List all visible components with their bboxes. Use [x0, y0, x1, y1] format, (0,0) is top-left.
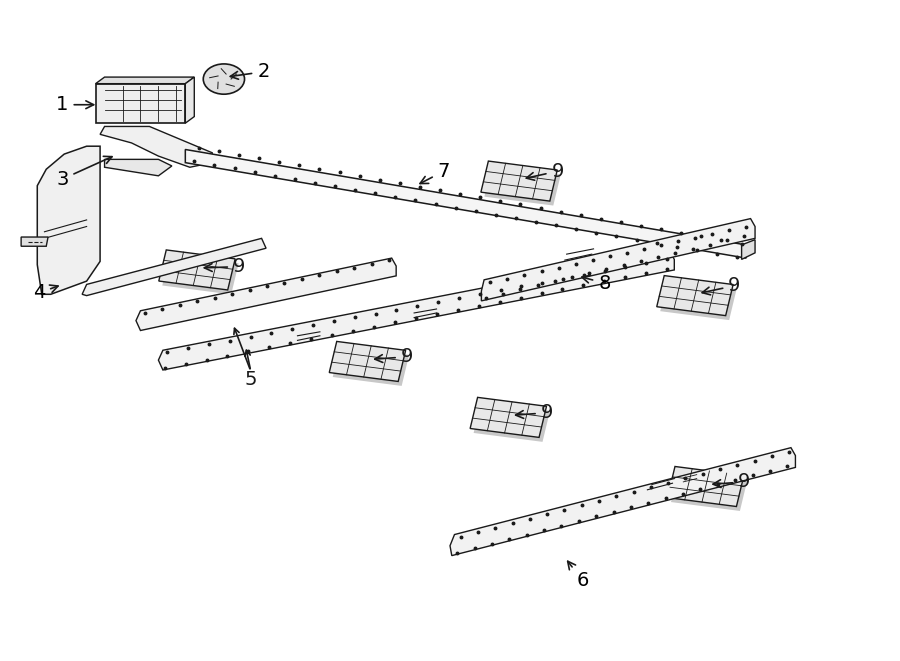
- Polygon shape: [333, 346, 410, 386]
- Text: 5: 5: [245, 370, 257, 389]
- Polygon shape: [95, 84, 185, 123]
- Polygon shape: [21, 237, 48, 247]
- Polygon shape: [95, 77, 194, 84]
- Polygon shape: [158, 252, 674, 370]
- Text: 9: 9: [702, 276, 741, 295]
- Text: 7: 7: [420, 162, 450, 184]
- Polygon shape: [104, 159, 172, 176]
- Text: 6: 6: [568, 561, 589, 590]
- Text: 9: 9: [526, 162, 564, 180]
- Polygon shape: [473, 402, 550, 442]
- Polygon shape: [185, 77, 194, 123]
- Polygon shape: [671, 471, 747, 511]
- Polygon shape: [82, 239, 266, 295]
- Polygon shape: [668, 467, 744, 506]
- Polygon shape: [742, 240, 755, 259]
- Polygon shape: [657, 276, 734, 316]
- Text: 9: 9: [713, 473, 751, 491]
- Text: 2: 2: [230, 62, 270, 81]
- Polygon shape: [136, 258, 396, 330]
- Polygon shape: [481, 161, 557, 201]
- Polygon shape: [661, 280, 736, 320]
- Text: 9: 9: [374, 347, 413, 366]
- Polygon shape: [329, 342, 406, 381]
- Polygon shape: [470, 397, 546, 438]
- Polygon shape: [37, 146, 100, 294]
- Polygon shape: [162, 254, 238, 294]
- Polygon shape: [482, 219, 755, 301]
- Polygon shape: [158, 250, 235, 290]
- Polygon shape: [185, 149, 746, 258]
- Text: 8: 8: [582, 274, 610, 293]
- Text: 4: 4: [33, 284, 58, 303]
- Polygon shape: [450, 447, 796, 556]
- Polygon shape: [484, 165, 561, 206]
- Text: 9: 9: [516, 403, 554, 422]
- Circle shape: [203, 64, 245, 95]
- Polygon shape: [100, 126, 212, 167]
- Text: 3: 3: [56, 157, 112, 188]
- Text: 9: 9: [204, 257, 246, 276]
- Text: 1: 1: [56, 95, 94, 114]
